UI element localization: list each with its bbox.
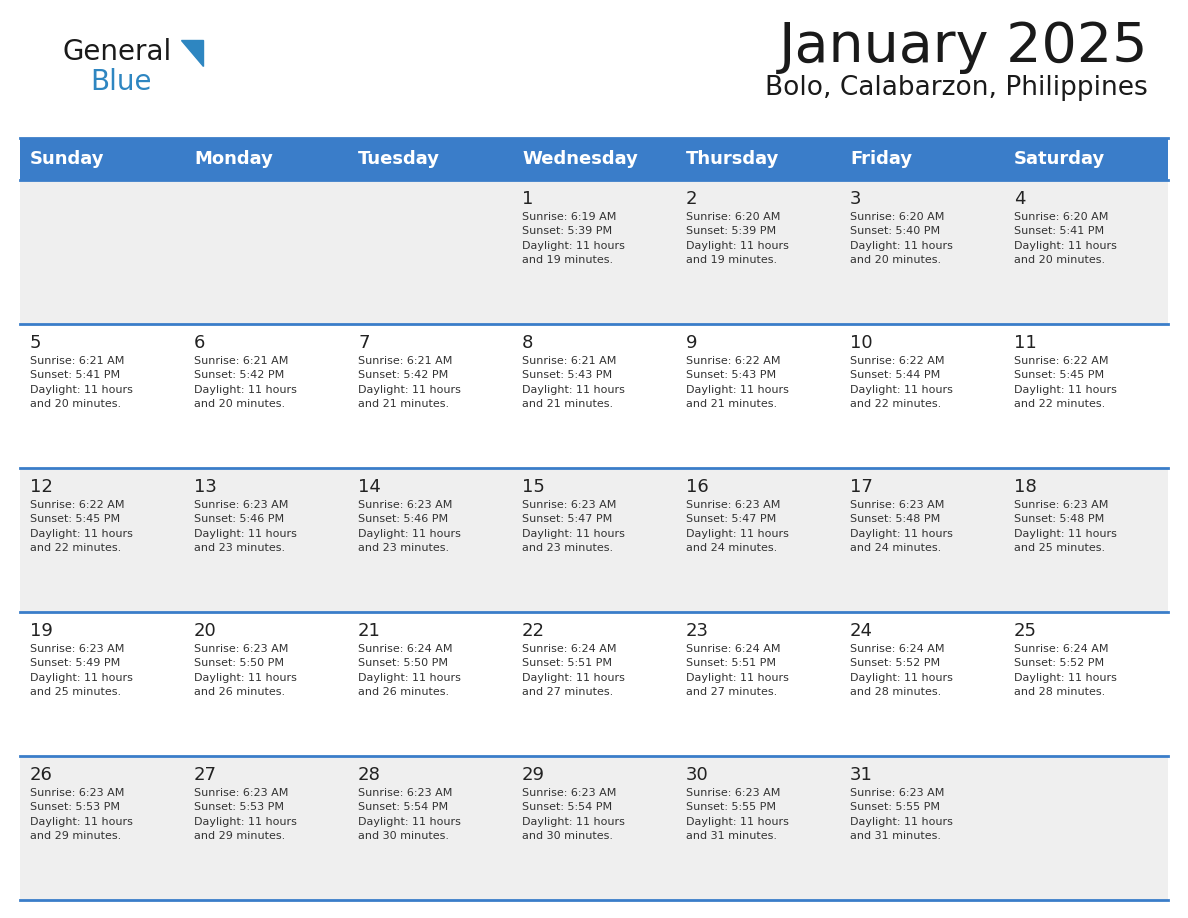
Text: Sunrise: 6:20 AM
Sunset: 5:41 PM
Daylight: 11 hours
and 20 minutes.: Sunrise: 6:20 AM Sunset: 5:41 PM Dayligh… xyxy=(1015,212,1117,265)
Text: 27: 27 xyxy=(194,766,217,784)
Text: Sunrise: 6:24 AM
Sunset: 5:50 PM
Daylight: 11 hours
and 26 minutes.: Sunrise: 6:24 AM Sunset: 5:50 PM Dayligh… xyxy=(358,644,461,697)
Text: 1: 1 xyxy=(522,190,533,208)
Text: January 2025: January 2025 xyxy=(778,20,1148,74)
Text: 5: 5 xyxy=(30,334,42,352)
Text: 15: 15 xyxy=(522,478,545,496)
Text: Sunrise: 6:23 AM
Sunset: 5:49 PM
Daylight: 11 hours
and 25 minutes.: Sunrise: 6:23 AM Sunset: 5:49 PM Dayligh… xyxy=(30,644,133,697)
Bar xyxy=(20,756,1168,900)
Text: Bolo, Calabarzon, Philippines: Bolo, Calabarzon, Philippines xyxy=(765,75,1148,101)
Text: Sunrise: 6:22 AM
Sunset: 5:43 PM
Daylight: 11 hours
and 21 minutes.: Sunrise: 6:22 AM Sunset: 5:43 PM Dayligh… xyxy=(685,356,789,409)
Text: Sunrise: 6:21 AM
Sunset: 5:42 PM
Daylight: 11 hours
and 21 minutes.: Sunrise: 6:21 AM Sunset: 5:42 PM Dayligh… xyxy=(358,356,461,409)
Text: 23: 23 xyxy=(685,622,709,640)
Text: Sunrise: 6:22 AM
Sunset: 5:44 PM
Daylight: 11 hours
and 22 minutes.: Sunrise: 6:22 AM Sunset: 5:44 PM Dayligh… xyxy=(849,356,953,409)
Text: 2: 2 xyxy=(685,190,697,208)
Text: 12: 12 xyxy=(30,478,53,496)
Text: Sunrise: 6:24 AM
Sunset: 5:52 PM
Daylight: 11 hours
and 28 minutes.: Sunrise: 6:24 AM Sunset: 5:52 PM Dayligh… xyxy=(849,644,953,697)
Text: 3: 3 xyxy=(849,190,861,208)
Text: 20: 20 xyxy=(194,622,216,640)
Text: 22: 22 xyxy=(522,622,545,640)
Bar xyxy=(20,612,1168,756)
Text: Wednesday: Wednesday xyxy=(522,150,638,168)
Text: 4: 4 xyxy=(1015,190,1025,208)
Text: Sunrise: 6:21 AM
Sunset: 5:42 PM
Daylight: 11 hours
and 20 minutes.: Sunrise: 6:21 AM Sunset: 5:42 PM Dayligh… xyxy=(194,356,297,409)
Text: 28: 28 xyxy=(358,766,381,784)
Text: 31: 31 xyxy=(849,766,873,784)
Text: 18: 18 xyxy=(1015,478,1037,496)
Text: Sunrise: 6:23 AM
Sunset: 5:55 PM
Daylight: 11 hours
and 31 minutes.: Sunrise: 6:23 AM Sunset: 5:55 PM Dayligh… xyxy=(849,788,953,841)
Text: Sunrise: 6:23 AM
Sunset: 5:46 PM
Daylight: 11 hours
and 23 minutes.: Sunrise: 6:23 AM Sunset: 5:46 PM Dayligh… xyxy=(358,500,461,554)
Bar xyxy=(20,468,1168,612)
Text: Sunrise: 6:21 AM
Sunset: 5:43 PM
Daylight: 11 hours
and 21 minutes.: Sunrise: 6:21 AM Sunset: 5:43 PM Dayligh… xyxy=(522,356,625,409)
Text: Sunrise: 6:24 AM
Sunset: 5:51 PM
Daylight: 11 hours
and 27 minutes.: Sunrise: 6:24 AM Sunset: 5:51 PM Dayligh… xyxy=(522,644,625,697)
Text: 29: 29 xyxy=(522,766,545,784)
Bar xyxy=(20,180,1168,324)
Text: Monday: Monday xyxy=(194,150,273,168)
Text: Sunrise: 6:20 AM
Sunset: 5:39 PM
Daylight: 11 hours
and 19 minutes.: Sunrise: 6:20 AM Sunset: 5:39 PM Dayligh… xyxy=(685,212,789,265)
Text: Sunrise: 6:21 AM
Sunset: 5:41 PM
Daylight: 11 hours
and 20 minutes.: Sunrise: 6:21 AM Sunset: 5:41 PM Dayligh… xyxy=(30,356,133,409)
Text: Sunrise: 6:23 AM
Sunset: 5:47 PM
Daylight: 11 hours
and 24 minutes.: Sunrise: 6:23 AM Sunset: 5:47 PM Dayligh… xyxy=(685,500,789,554)
Text: Sunrise: 6:23 AM
Sunset: 5:46 PM
Daylight: 11 hours
and 23 minutes.: Sunrise: 6:23 AM Sunset: 5:46 PM Dayligh… xyxy=(194,500,297,554)
Text: Tuesday: Tuesday xyxy=(358,150,440,168)
Text: 8: 8 xyxy=(522,334,533,352)
Text: 25: 25 xyxy=(1015,622,1037,640)
Text: Sunrise: 6:23 AM
Sunset: 5:54 PM
Daylight: 11 hours
and 30 minutes.: Sunrise: 6:23 AM Sunset: 5:54 PM Dayligh… xyxy=(522,788,625,841)
Polygon shape xyxy=(181,40,203,66)
Text: Sunrise: 6:23 AM
Sunset: 5:47 PM
Daylight: 11 hours
and 23 minutes.: Sunrise: 6:23 AM Sunset: 5:47 PM Dayligh… xyxy=(522,500,625,554)
Text: 13: 13 xyxy=(194,478,217,496)
Text: 21: 21 xyxy=(358,622,381,640)
Text: Saturday: Saturday xyxy=(1015,150,1105,168)
Text: Sunrise: 6:23 AM
Sunset: 5:53 PM
Daylight: 11 hours
and 29 minutes.: Sunrise: 6:23 AM Sunset: 5:53 PM Dayligh… xyxy=(30,788,133,841)
Text: General: General xyxy=(62,38,171,66)
Text: Thursday: Thursday xyxy=(685,150,779,168)
Text: 26: 26 xyxy=(30,766,53,784)
Text: 11: 11 xyxy=(1015,334,1037,352)
Text: Sunrise: 6:23 AM
Sunset: 5:55 PM
Daylight: 11 hours
and 31 minutes.: Sunrise: 6:23 AM Sunset: 5:55 PM Dayligh… xyxy=(685,788,789,841)
Text: Sunrise: 6:24 AM
Sunset: 5:51 PM
Daylight: 11 hours
and 27 minutes.: Sunrise: 6:24 AM Sunset: 5:51 PM Dayligh… xyxy=(685,644,789,697)
Text: 24: 24 xyxy=(849,622,873,640)
Text: Sunrise: 6:24 AM
Sunset: 5:52 PM
Daylight: 11 hours
and 28 minutes.: Sunrise: 6:24 AM Sunset: 5:52 PM Dayligh… xyxy=(1015,644,1117,697)
Text: Sunrise: 6:23 AM
Sunset: 5:54 PM
Daylight: 11 hours
and 30 minutes.: Sunrise: 6:23 AM Sunset: 5:54 PM Dayligh… xyxy=(358,788,461,841)
Text: 19: 19 xyxy=(30,622,53,640)
Text: Sunrise: 6:22 AM
Sunset: 5:45 PM
Daylight: 11 hours
and 22 minutes.: Sunrise: 6:22 AM Sunset: 5:45 PM Dayligh… xyxy=(30,500,133,554)
Text: Sunday: Sunday xyxy=(30,150,105,168)
Text: 30: 30 xyxy=(685,766,709,784)
Text: 14: 14 xyxy=(358,478,381,496)
Bar xyxy=(20,324,1168,468)
Text: 17: 17 xyxy=(849,478,873,496)
Text: Sunrise: 6:23 AM
Sunset: 5:53 PM
Daylight: 11 hours
and 29 minutes.: Sunrise: 6:23 AM Sunset: 5:53 PM Dayligh… xyxy=(194,788,297,841)
Text: 9: 9 xyxy=(685,334,697,352)
Text: Sunrise: 6:23 AM
Sunset: 5:48 PM
Daylight: 11 hours
and 25 minutes.: Sunrise: 6:23 AM Sunset: 5:48 PM Dayligh… xyxy=(1015,500,1117,554)
Text: Sunrise: 6:22 AM
Sunset: 5:45 PM
Daylight: 11 hours
and 22 minutes.: Sunrise: 6:22 AM Sunset: 5:45 PM Dayligh… xyxy=(1015,356,1117,409)
Text: Friday: Friday xyxy=(849,150,912,168)
Text: 6: 6 xyxy=(194,334,206,352)
Text: Sunrise: 6:23 AM
Sunset: 5:48 PM
Daylight: 11 hours
and 24 minutes.: Sunrise: 6:23 AM Sunset: 5:48 PM Dayligh… xyxy=(849,500,953,554)
Text: 16: 16 xyxy=(685,478,709,496)
Text: Sunrise: 6:19 AM
Sunset: 5:39 PM
Daylight: 11 hours
and 19 minutes.: Sunrise: 6:19 AM Sunset: 5:39 PM Dayligh… xyxy=(522,212,625,265)
Text: 7: 7 xyxy=(358,334,369,352)
Text: Sunrise: 6:20 AM
Sunset: 5:40 PM
Daylight: 11 hours
and 20 minutes.: Sunrise: 6:20 AM Sunset: 5:40 PM Dayligh… xyxy=(849,212,953,265)
Text: 10: 10 xyxy=(849,334,873,352)
Bar xyxy=(20,138,1168,180)
Text: Blue: Blue xyxy=(90,68,152,96)
Text: Sunrise: 6:23 AM
Sunset: 5:50 PM
Daylight: 11 hours
and 26 minutes.: Sunrise: 6:23 AM Sunset: 5:50 PM Dayligh… xyxy=(194,644,297,697)
